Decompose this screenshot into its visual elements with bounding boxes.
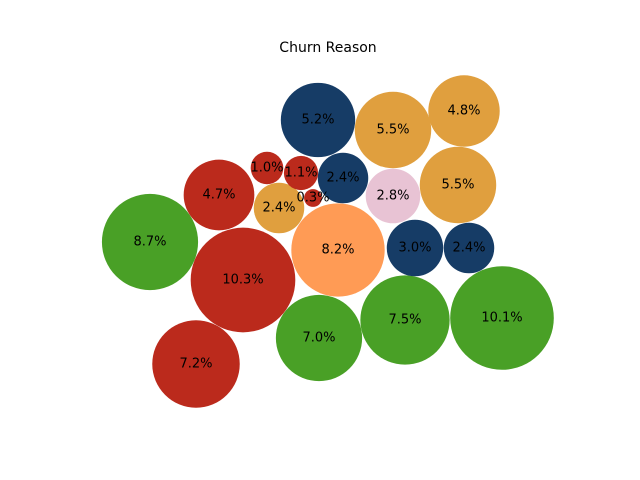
bubble-16 xyxy=(253,182,305,234)
bubble-label-7: 5.5% xyxy=(376,123,409,138)
bubble-6 xyxy=(275,294,363,382)
bubble-label-15: 2.4% xyxy=(452,241,485,256)
bubble-8 xyxy=(419,146,497,224)
bubble-label-19: 0.3% xyxy=(296,191,329,206)
bubble-label-5: 7.2% xyxy=(179,357,212,372)
bubble-label-12: 3.0% xyxy=(398,241,431,256)
bubble-5 xyxy=(152,320,240,408)
bubble-label-17: 1.1% xyxy=(284,166,317,181)
bubble-label-0: 10.3% xyxy=(222,273,263,288)
bubble-15 xyxy=(443,222,495,274)
bubble-1 xyxy=(450,266,554,370)
bubble-label-13: 2.8% xyxy=(376,189,409,204)
bubble-label-4: 7.5% xyxy=(388,313,421,328)
bubble-19 xyxy=(304,189,322,207)
bubble-label-18: 1.0% xyxy=(250,161,283,176)
bubble-0 xyxy=(190,227,296,333)
bubble-label-2: 8.7% xyxy=(133,235,166,250)
bubble-3 xyxy=(291,203,385,297)
bubble-18 xyxy=(250,151,284,185)
bubble-label-9: 5.2% xyxy=(301,113,334,128)
bubble-4 xyxy=(360,275,450,365)
bubble-9 xyxy=(280,82,356,158)
bubble-label-6: 7.0% xyxy=(302,331,335,346)
bubbles-group: 10.3% 10.1% 8.7% 8.2% 7.5% 7.2% 7.0% 5.5% 5.5% 5.… xyxy=(101,75,554,408)
bubble-label-1: 10.1% xyxy=(481,311,522,326)
bubble-10 xyxy=(428,75,500,147)
bubble-11 xyxy=(183,159,255,231)
bubble-label-3: 8.2% xyxy=(321,243,354,258)
bubble-7 xyxy=(354,91,432,169)
bubble-label-11: 4.7% xyxy=(202,188,235,203)
chart-title: Churn Reason xyxy=(279,40,376,56)
bubble-label-8: 5.5% xyxy=(441,178,474,193)
bubble-2 xyxy=(101,193,199,291)
bubble-12 xyxy=(386,219,444,277)
bubble-label-16: 2.4% xyxy=(262,201,295,216)
bubble-label-10: 4.8% xyxy=(447,104,480,119)
bubble-label-14: 2.4% xyxy=(326,171,359,186)
bubble-17 xyxy=(283,155,319,191)
bubble-14 xyxy=(317,152,369,204)
bubble-13 xyxy=(365,168,421,224)
